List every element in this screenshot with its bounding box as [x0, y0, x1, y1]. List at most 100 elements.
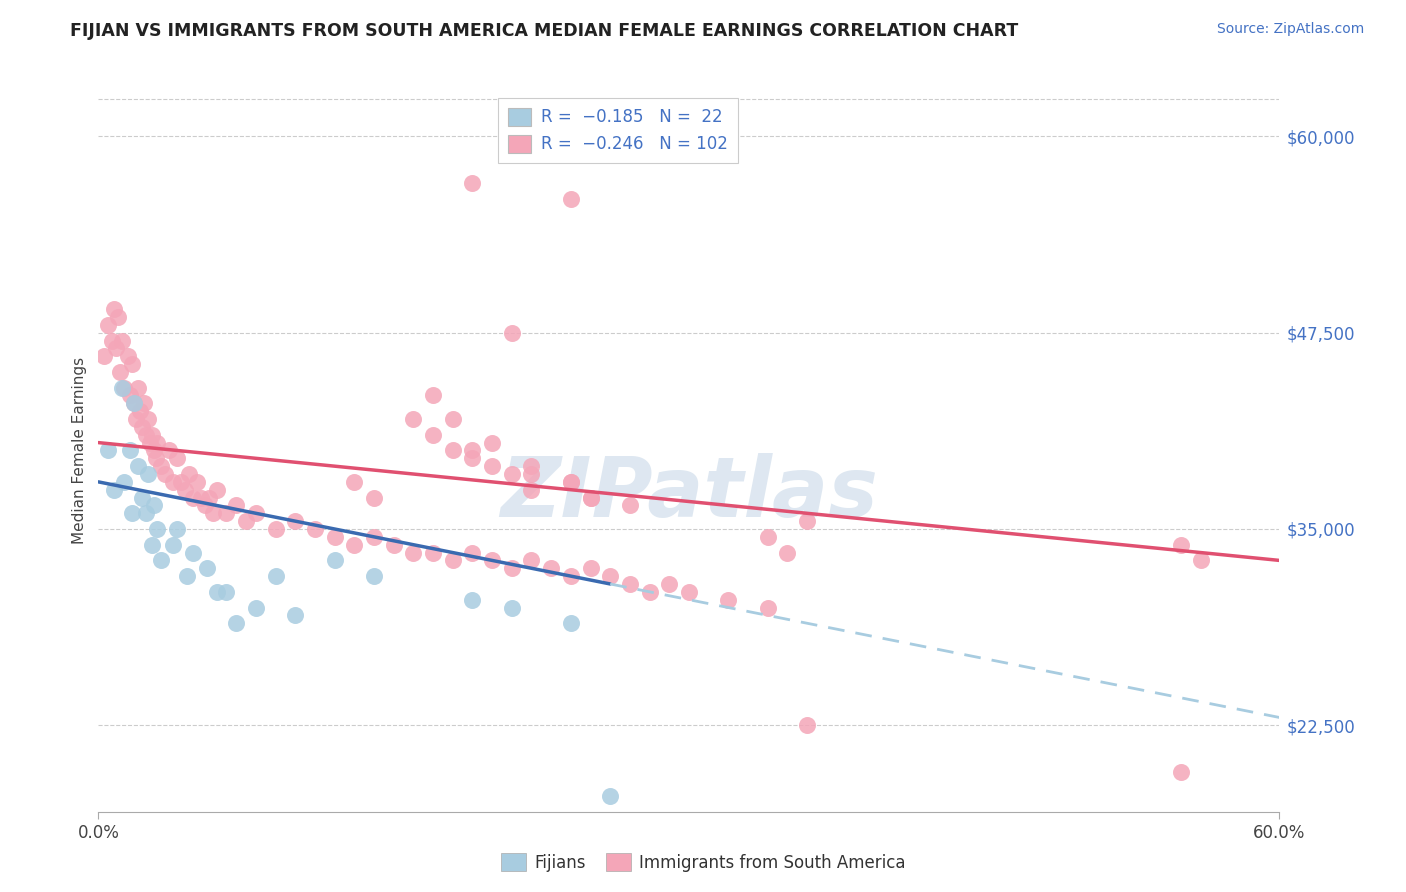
Point: [112, 475, 135, 489]
Point: [112, 381, 135, 395]
Point: [122, 396, 145, 410]
Point: [402, 412, 425, 426]
Point: [142, 443, 165, 458]
Point: [111, 334, 134, 348]
Point: [501, 326, 523, 340]
Point: [481, 553, 503, 567]
Point: [155, 467, 177, 481]
Point: [245, 600, 267, 615]
Point: [520, 459, 543, 474]
Point: [599, 569, 621, 583]
Point: [205, 483, 228, 497]
Point: [186, 475, 208, 489]
Text: FIJIAN VS IMMIGRANTS FROM SOUTH AMERICA MEDIAN FEMALE EARNINGS CORRELATION CHART: FIJIAN VS IMMIGRANTS FROM SOUTH AMERICA …: [70, 22, 1018, 40]
Point: [103, 302, 125, 317]
Point: [118, 443, 141, 458]
Point: [97, 443, 120, 458]
Point: [103, 483, 125, 497]
Point: [122, 396, 145, 410]
Point: [717, 592, 740, 607]
Point: [121, 506, 143, 520]
Point: [157, 443, 180, 458]
Point: [599, 789, 621, 803]
Point: [138, 435, 160, 450]
Point: [177, 467, 200, 481]
Text: Source: ZipAtlas.com: Source: ZipAtlas.com: [1216, 22, 1364, 37]
Point: [796, 514, 818, 528]
Point: [195, 561, 218, 575]
Point: [323, 553, 346, 567]
Point: [146, 435, 169, 450]
Point: [174, 483, 197, 497]
Point: [128, 404, 150, 418]
Point: [105, 342, 128, 356]
Point: [756, 600, 779, 615]
Point: [201, 506, 224, 520]
Point: [402, 545, 425, 559]
Point: [1170, 538, 1192, 552]
Point: [422, 388, 444, 402]
Point: [162, 538, 184, 552]
Point: [678, 584, 700, 599]
Point: [461, 545, 484, 559]
Point: [181, 545, 204, 559]
Point: [135, 427, 157, 442]
Point: [136, 467, 159, 481]
Point: [127, 459, 149, 474]
Point: [422, 427, 444, 442]
Point: [756, 530, 779, 544]
Point: [461, 443, 484, 458]
Point: [190, 491, 212, 505]
Point: [166, 451, 188, 466]
Point: [181, 491, 204, 505]
Point: [560, 475, 582, 489]
Point: [205, 584, 228, 599]
Point: [135, 506, 157, 520]
Point: [162, 475, 184, 489]
Point: [501, 600, 523, 615]
Point: [579, 561, 602, 575]
Point: [343, 475, 366, 489]
Point: [215, 506, 238, 520]
Point: [264, 569, 287, 583]
Point: [422, 545, 444, 559]
Point: [136, 412, 159, 426]
Point: [145, 451, 167, 466]
Point: [284, 608, 307, 623]
Point: [461, 592, 484, 607]
Point: [194, 499, 217, 513]
Point: [441, 553, 464, 567]
Point: [363, 569, 385, 583]
Point: [560, 616, 582, 631]
Point: [225, 616, 247, 631]
Point: [93, 349, 115, 363]
Point: [619, 499, 641, 513]
Point: [245, 506, 267, 520]
Point: [461, 451, 484, 466]
Point: [101, 334, 124, 348]
Point: [141, 538, 163, 552]
Legend: Fijians, Immigrants from South America: Fijians, Immigrants from South America: [494, 847, 912, 879]
Point: [131, 491, 153, 505]
Point: [132, 396, 155, 410]
Legend: R =  −0.185   N =  22, R =  −0.246   N = 102: R = −0.185 N = 22, R = −0.246 N = 102: [498, 97, 738, 163]
Point: [481, 435, 503, 450]
Point: [579, 491, 602, 505]
Point: [520, 553, 543, 567]
Point: [150, 459, 173, 474]
Point: [343, 538, 366, 552]
Point: [107, 310, 129, 324]
Point: [215, 584, 238, 599]
Point: [323, 530, 346, 544]
Point: [284, 514, 307, 528]
Point: [125, 412, 148, 426]
Point: [481, 459, 503, 474]
Point: [363, 530, 385, 544]
Y-axis label: Median Female Earnings: Median Female Earnings: [72, 357, 87, 544]
Point: [304, 522, 326, 536]
Point: [150, 553, 173, 567]
Point: [363, 491, 385, 505]
Point: [166, 522, 188, 536]
Point: [117, 349, 139, 363]
Point: [501, 467, 523, 481]
